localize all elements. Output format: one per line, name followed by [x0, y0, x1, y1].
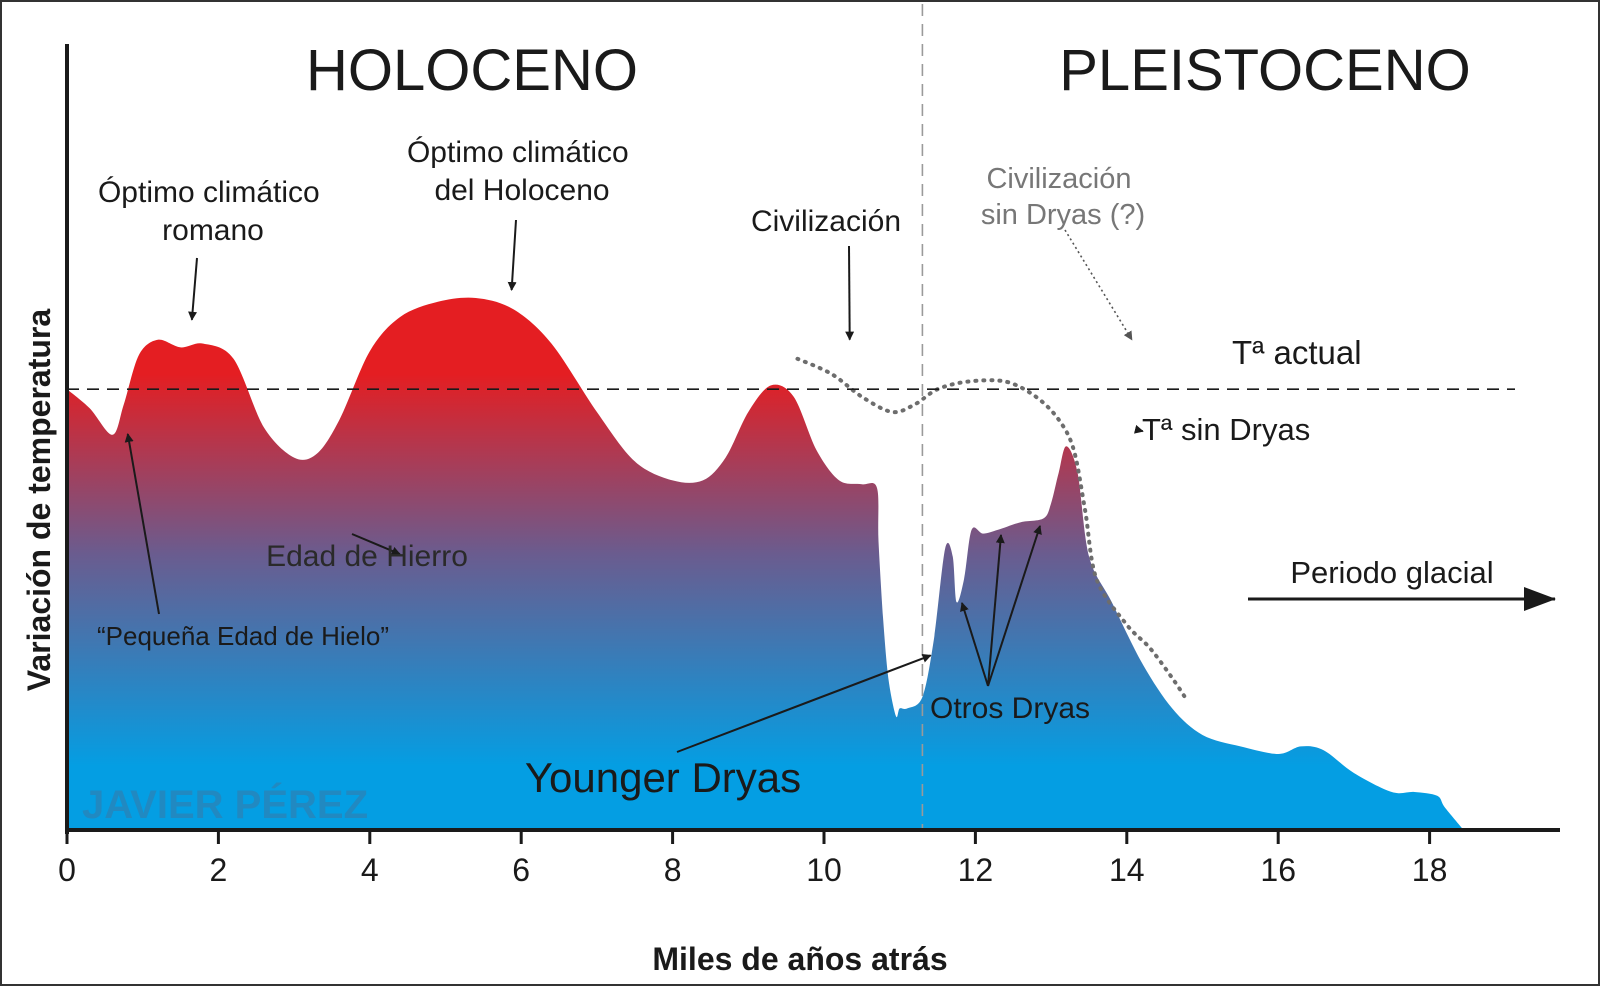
x-tick-label-4: 4 — [361, 852, 379, 888]
x-tick-label-10: 10 — [806, 852, 842, 888]
x-tick-label-8: 8 — [664, 852, 682, 888]
epoch-label-pleistoceno: PLEISTOCENO — [1059, 38, 1471, 103]
annotation-optimo-holoceno: Óptimo climático del Holoceno — [407, 136, 637, 207]
arrow-optimo-holoceno — [507, 219, 517, 291]
x-tick-label-16: 16 — [1260, 852, 1296, 888]
x-tick-label-0: 0 — [58, 852, 76, 888]
arrow-optimo-romano — [188, 257, 198, 321]
annotation-civilizacion: Civilización — [751, 205, 901, 238]
arrow-pequena-edad-hielo — [124, 433, 160, 615]
annotation-optimo-romano: Óptimo climático romano — [98, 176, 328, 247]
temperature-area — [67, 297, 1464, 830]
sin-dryas-dotted-line — [795, 356, 1190, 703]
annotation-civilizacion-sin-dryas: Civilización sin Dryas (?) — [981, 163, 1145, 231]
x-tick-label-18: 18 — [1412, 852, 1448, 888]
arrow-otros-dryas-1 — [960, 602, 989, 687]
arrow-otros-dryas-2 — [987, 534, 1005, 687]
annotation-pequena-edad-hielo: “Pequeña Edad de Hielo” — [97, 621, 389, 651]
x-tick-label-6: 6 — [512, 852, 530, 888]
annotation-periodo-glacial: Periodo glacial — [1290, 555, 1493, 590]
arrow-edad-hierro — [351, 533, 401, 556]
annotation-edad-hierro: Edad de Hierro — [266, 540, 468, 573]
watermark: JAVIER PÉREZ — [82, 782, 368, 827]
annotation-otros-dryas: Otros Dryas — [930, 692, 1090, 725]
reference-line-label: Tª actual — [1232, 334, 1362, 371]
arrow-otros-dryas-3 — [987, 525, 1042, 687]
annotation-younger-dryas: Younger Dryas — [525, 754, 801, 801]
arrow-civilizacion — [845, 245, 855, 341]
x-tick-label-14: 14 — [1109, 852, 1145, 888]
x-tick-label-2: 2 — [210, 852, 228, 888]
arrow-ta-sin-dryas — [1133, 424, 1144, 434]
x-axis-label: Miles de años atrás — [652, 941, 947, 977]
arrow-civilizacion-sin-dryas — [1064, 229, 1133, 341]
annotation-ta-sin-dryas: Tª sin Dryas — [1142, 412, 1310, 447]
arrow-younger-dryas — [676, 654, 932, 753]
epoch-label-holoceno: HOLOCENO — [306, 38, 638, 103]
y-axis-label: Variación de temperatura — [21, 309, 57, 692]
x-tick-label-12: 12 — [958, 852, 994, 888]
